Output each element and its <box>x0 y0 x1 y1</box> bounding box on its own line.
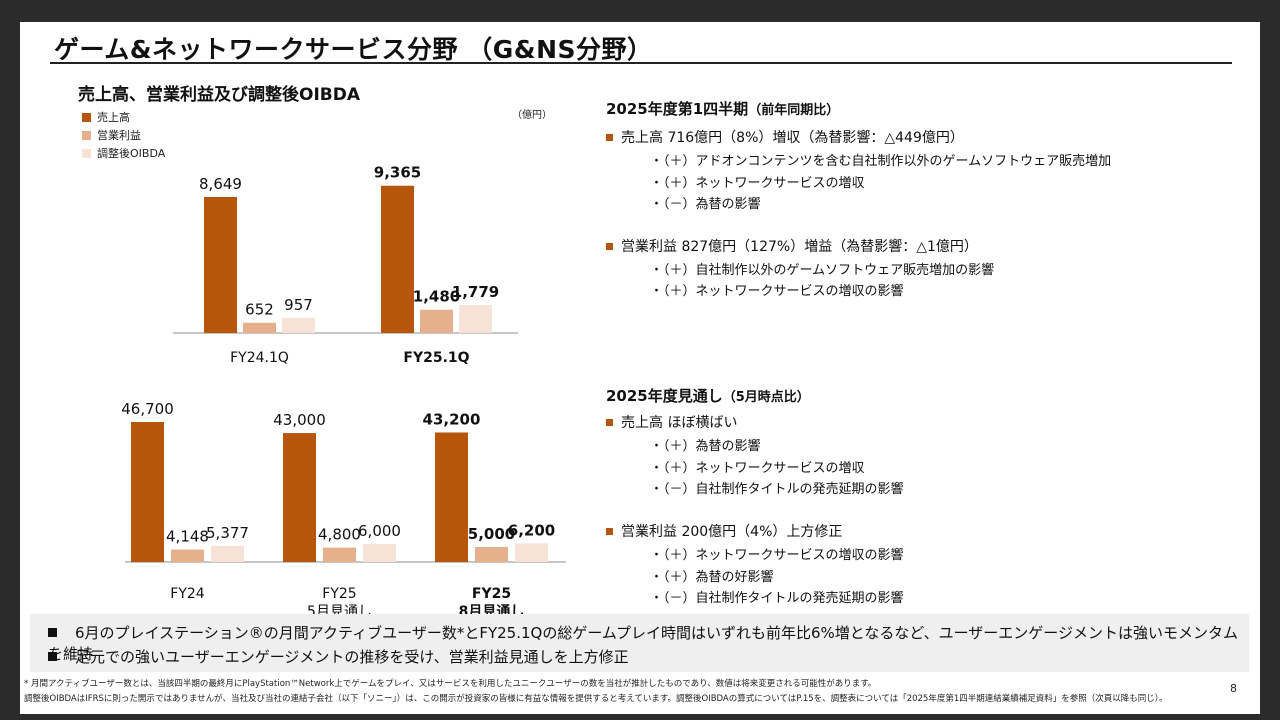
fy-op-item: ・（＋）ネットワークサービスの増収の影響 <box>650 548 904 563</box>
category-label: FY24 <box>170 586 205 602</box>
data-label: 957 <box>284 296 313 314</box>
data-label: 9,365 <box>374 164 421 182</box>
bar-op <box>323 547 356 562</box>
fy-heading: 2025年度見通し（5月時点比） <box>606 385 810 406</box>
q1-op-bullet: 営業利益 827億円（127%）増益（為替影響：△1億円） <box>606 236 978 256</box>
data-label: 5,000 <box>468 525 515 543</box>
bullet-square-icon <box>606 242 613 250</box>
data-label: 6,200 <box>508 521 555 539</box>
category-label: FY25 <box>322 586 356 602</box>
legend-item-op: 営業利益 <box>82 126 165 144</box>
bar-oibda <box>515 543 548 562</box>
bullet-square-icon <box>606 133 613 141</box>
bar-oibda <box>211 545 244 562</box>
q1-sales-text: 売上高 716億円（8%）増収（為替影響：△449億円） <box>621 130 964 146</box>
q1-sales-item: ・（＋）ネットワークサービスの増収 <box>650 176 865 191</box>
fy-op-item: ・（－）自社制作タイトルの発売延期の影響 <box>650 591 904 606</box>
category-label: FY24.1Q <box>230 350 289 366</box>
bar-op <box>243 322 276 333</box>
category-label: FY25 <box>472 586 511 602</box>
q1-heading-sub: （前年同期比） <box>748 103 840 118</box>
q1-heading-main: 2025年度第1四半期 <box>606 100 749 118</box>
q1-sales-item: ・（＋）アドオンコンテンツを含む自社制作以外のゲームソフトウェア販売増加 <box>650 154 1112 169</box>
fy-heading-sub: （5月時点比） <box>722 390 810 405</box>
legend-label-op: 営業利益 <box>97 129 141 142</box>
legend-swatch-sales <box>82 112 91 122</box>
bar-sales <box>283 433 316 562</box>
data-label: 8,649 <box>199 175 242 193</box>
footnote: * 月間アクティブユーザー数とは、当該四半期の最終月にPlayStation™N… <box>24 679 877 689</box>
fy-sales-item: ・（＋）ネットワークサービスの増収 <box>650 461 865 476</box>
data-label: 5,377 <box>206 524 249 542</box>
legend-item-sales: 売上高 <box>82 108 165 126</box>
fy-sales-text: 売上高 ほぼ横ばい <box>621 415 738 431</box>
q1-sales-item: ・（－）為替の影響 <box>650 197 761 212</box>
data-label: 43,000 <box>273 411 326 429</box>
bar-op <box>171 549 204 562</box>
q1-heading: 2025年度第1四半期（前年同期比） <box>606 98 839 119</box>
bar-oibda <box>363 544 396 562</box>
bullet-square-icon <box>606 527 613 535</box>
legend-label-sales: 売上高 <box>97 111 130 124</box>
summary-note: 足元での強いユーザーエンゲージメントの推移を受け、営業利益見通しを上方修正 <box>48 646 629 667</box>
bar-oibda <box>282 317 315 333</box>
fy-op-bullet: 営業利益 200億円（4%）上方修正 <box>606 521 842 541</box>
slide: ゲーム&ネットワークサービス分野 （G&NS分野） 売上高、営業利益及び調整後O… <box>20 22 1260 714</box>
summary-notes: 6月のプレイステーション®の月間アクティブユーザー数*とFY25.1Qの総ゲーム… <box>30 614 1249 672</box>
summary-note-text: 足元での強いユーザーエンゲージメントの推移を受け、営業利益見通しを上方修正 <box>75 648 629 666</box>
bar-sales <box>131 422 164 562</box>
fy-sales-item: ・（＋）為替の影響 <box>650 439 761 454</box>
legend-swatch-oibda <box>82 148 91 158</box>
footnote: 調整後OIBDAはIFRSに則った開示ではありませんが、当社及び当社の連結子会社… <box>24 694 1168 704</box>
legend-item-oibda: 調整後OIBDA <box>82 144 165 162</box>
legend-swatch-op <box>82 130 91 140</box>
data-label: 43,200 <box>423 410 481 428</box>
data-label: 4,148 <box>166 528 209 546</box>
bar-sales <box>381 185 414 333</box>
q1-sales-bullet: 売上高 716億円（8%）増収（為替影響：△449億円） <box>606 127 964 147</box>
fy-sales-bullet: 売上高 ほぼ横ばい <box>606 412 737 432</box>
bullet-square-icon <box>48 652 57 661</box>
chart-legend: 売上高 営業利益 調整後OIBDA <box>82 108 165 162</box>
q1-op-item: ・（＋）自社制作以外のゲームソフトウェア販売増加の影響 <box>650 263 995 278</box>
fy-heading-main: 2025年度見通し <box>606 387 723 405</box>
fy-sales-item: ・（－）自社制作タイトルの発売延期の影響 <box>650 482 904 497</box>
chart-section-title: 売上高、営業利益及び調整後OIBDA <box>78 85 361 105</box>
fy-op-text: 営業利益 200億円（4%）上方修正 <box>621 524 843 540</box>
title-divider <box>50 62 1232 64</box>
q1-op-item: ・（＋）ネットワークサービスの増収の影響 <box>650 284 904 299</box>
data-label: 652 <box>245 301 274 319</box>
category-label: FY25.1Q <box>403 350 469 366</box>
q1-op-text: 営業利益 827億円（127%）増益（為替影響：△1億円） <box>621 239 978 255</box>
bar-op <box>475 547 508 562</box>
bar-oibda <box>459 305 492 333</box>
data-label: 1,779 <box>452 283 499 301</box>
data-label: 1,480 <box>413 288 460 306</box>
summary-note: 6月のプレイステーション®の月間アクティブユーザー数*とFY25.1Qの総ゲーム… <box>48 622 1249 664</box>
bar-op <box>420 309 453 333</box>
summary-note-text: 6月のプレイステーション®の月間アクティブユーザー数*とFY25.1Qの総ゲーム… <box>48 624 1238 663</box>
legend-label-oibda: 調整後OIBDA <box>97 147 166 160</box>
fy-op-item: ・（＋）為替の好影響 <box>650 570 774 585</box>
page-title: ゲーム&ネットワークサービス分野 （G&NS分野） <box>54 35 653 64</box>
bar-sales <box>435 432 468 562</box>
data-label: 6,000 <box>358 522 401 540</box>
page-number: 8 <box>1230 682 1237 695</box>
bullet-square-icon <box>606 418 613 426</box>
bar-sales <box>204 197 237 333</box>
data-label: 4,800 <box>318 526 361 544</box>
unit-label: （億円） <box>512 110 552 121</box>
bullet-square-icon <box>48 628 57 637</box>
data-label: 46,700 <box>121 400 174 418</box>
